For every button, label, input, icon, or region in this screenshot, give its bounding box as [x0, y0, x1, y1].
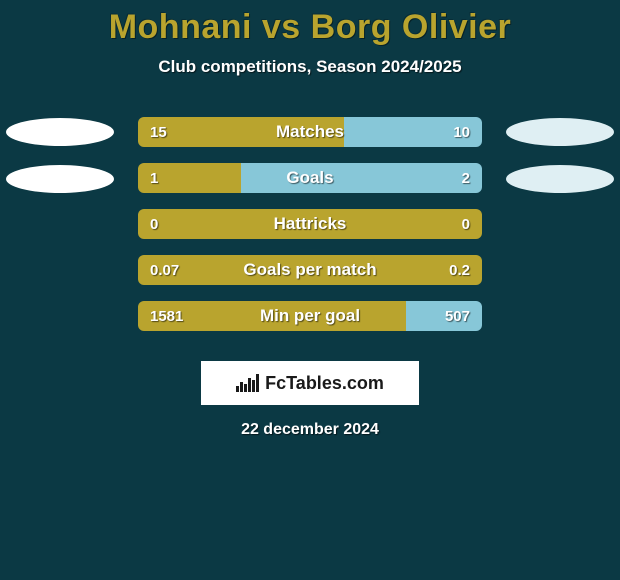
stat-bar-right: [406, 301, 482, 331]
stat-bar-track: 0.070.2Goals per match: [138, 255, 482, 285]
stat-bar-left: [138, 209, 482, 239]
stat-bar-left: [138, 255, 482, 285]
stat-bar-left: [138, 163, 241, 193]
player-right-marker: [506, 165, 614, 193]
player-right-marker: [506, 118, 614, 146]
stat-row: 1581507Min per goal: [0, 301, 620, 331]
stat-row: 00Hattricks: [0, 209, 620, 239]
logo-text: FcTables.com: [265, 373, 384, 394]
stat-bar-right: [241, 163, 482, 193]
player-left-marker: [6, 118, 114, 146]
page-subtitle: Club competitions, Season 2024/2025: [158, 57, 461, 77]
player-left-marker: [6, 165, 114, 193]
stat-bar-left: [138, 117, 344, 147]
stat-bar-right: [344, 117, 482, 147]
stat-bar-track: 00Hattricks: [138, 209, 482, 239]
comparison-chart: 1510Matches 12Goals 00Hattricks 0.070.2Goal…: [0, 117, 620, 347]
logo-block: FcTables.com: [201, 361, 419, 405]
stat-bar-track: 12Goals: [138, 163, 482, 193]
stat-row: 1510Matches: [0, 117, 620, 147]
page-title: Mohnani vs Borg Olivier: [109, 8, 512, 47]
stat-row: 12Goals: [0, 163, 620, 193]
bar-chart-icon: [236, 374, 259, 392]
stat-bar-left: [138, 301, 406, 331]
stat-bar-track: 1510Matches: [138, 117, 482, 147]
date-label: 22 december 2024: [241, 421, 379, 439]
stat-bar-track: 1581507Min per goal: [138, 301, 482, 331]
stat-row: 0.070.2Goals per match: [0, 255, 620, 285]
comparison-infographic: Mohnani vs Borg Olivier Club competition…: [0, 0, 620, 580]
